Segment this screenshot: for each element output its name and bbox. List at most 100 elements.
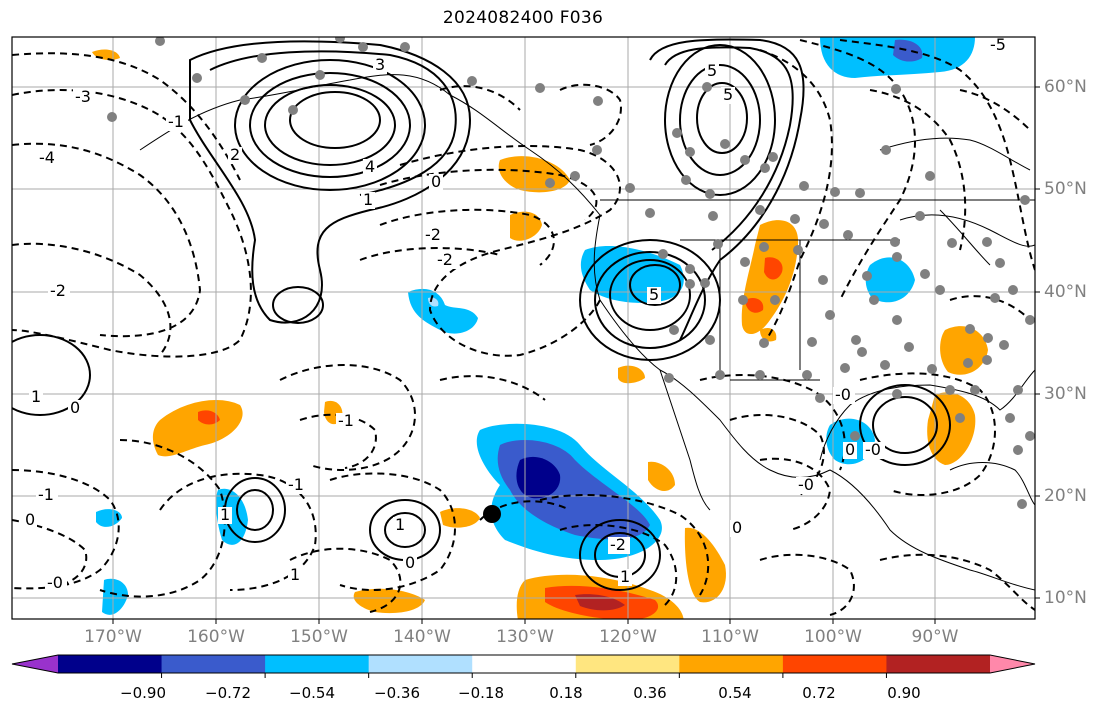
- contour-label-bg: [833, 387, 855, 404]
- contour-label-bg: [37, 150, 59, 167]
- colorbar-tick-label: 0.18: [549, 684, 583, 702]
- contour-label-bg: [796, 477, 818, 494]
- contour-label-bg: [435, 252, 457, 269]
- contour-label-bg: [68, 400, 82, 417]
- colorbar-segment: [161, 655, 266, 673]
- lon-label-140w: 140°W: [393, 627, 451, 647]
- contour-label: 4: [365, 157, 375, 176]
- contour-label: 0: [431, 172, 441, 191]
- colorbar-segment: [265, 655, 370, 673]
- contour-label: 2: [230, 145, 240, 164]
- colorbar-outline: [11, 654, 1036, 674]
- contour-label: 1: [620, 567, 630, 586]
- lat-label-10n: 10°N: [1044, 588, 1087, 608]
- contour-label: 1: [31, 387, 41, 406]
- colorbar-segment: [575, 655, 680, 673]
- contour-label-bg: [336, 413, 358, 430]
- lon-label-130w: 130°W: [496, 627, 554, 647]
- contour-label-bg: [73, 89, 95, 106]
- lon-label-100w: 100°W: [804, 627, 862, 647]
- contour-label-bg: [29, 389, 43, 406]
- lon-label-150w: 150°W: [290, 627, 348, 647]
- contour-label: -2: [425, 225, 441, 244]
- contour-label-bg: [393, 517, 407, 534]
- colorbar-tick-label: −0.36: [374, 684, 420, 702]
- colorbar-segment: [886, 655, 991, 673]
- lon-label-110w: 110°W: [701, 627, 759, 647]
- contour-label: -0: [47, 573, 63, 592]
- lon-label-90w: 90°W: [911, 627, 959, 647]
- contour-label: -2: [50, 281, 66, 300]
- colorbar-segment: [679, 655, 784, 673]
- contour-label-bg: [988, 37, 1010, 54]
- contour-label: 5: [723, 85, 733, 104]
- contour-label-bg: [218, 507, 232, 524]
- contour-label-bg: [363, 159, 377, 176]
- colorbar-segment: [472, 655, 577, 673]
- contour-label: 1: [290, 565, 300, 584]
- contour-label: -1: [338, 411, 354, 430]
- contour-label: 1: [363, 190, 373, 209]
- contour-label-bg: [647, 287, 661, 304]
- contour-label-bg: [373, 57, 387, 74]
- solid-contours: [12, 38, 951, 591]
- contour-label-bg: [721, 87, 735, 104]
- contour-label: -2: [437, 250, 453, 269]
- contour-label-bg: [423, 227, 445, 244]
- contour-label: 5: [707, 61, 717, 80]
- contour-label: -0: [865, 440, 881, 459]
- contour-label-bg: [403, 555, 417, 572]
- contour-label-bg: [843, 442, 857, 459]
- colorbar-segment: [782, 655, 887, 673]
- contour-label-bg: [23, 512, 37, 529]
- contour-label-bg: [429, 174, 443, 191]
- colorbar-tick-label: −0.90: [120, 684, 166, 702]
- storm-marker: [483, 505, 501, 523]
- lon-label-170w: 170°W: [84, 627, 142, 647]
- contour-label: 0: [732, 518, 742, 537]
- contour-label: -3: [75, 87, 91, 106]
- contour-label-bg: [288, 567, 302, 584]
- contour-label: -1: [38, 485, 54, 504]
- lat-label-20n: 20°N: [1044, 486, 1087, 506]
- contour-label: -0: [798, 475, 814, 494]
- map-frame: [11, 36, 1036, 620]
- colorbar-tick-label: 0.90: [887, 684, 921, 702]
- colorbar-tick-label: 0.72: [802, 684, 836, 702]
- lat-label-60n: 60°N: [1044, 77, 1087, 97]
- contour-label-bg: [608, 537, 630, 554]
- lat-label-40n: 40°N: [1044, 282, 1087, 302]
- colorbar-extend-min: [12, 655, 58, 673]
- contour-label: 3: [375, 55, 385, 74]
- contour-label-bg: [286, 477, 308, 494]
- contour-label-bg: [45, 575, 67, 592]
- colorbar-tick-label: 0.36: [633, 684, 667, 702]
- colorbar-segment: [368, 655, 473, 673]
- colorbar-tick-label: −0.54: [289, 684, 335, 702]
- contour-label: -1: [288, 475, 304, 494]
- contour-label-bg: [228, 147, 242, 164]
- contour-label: -0: [835, 385, 851, 404]
- contour-label: 0: [25, 510, 35, 529]
- contour-label-bg: [166, 114, 188, 131]
- colorbar-tick-label: 0.54: [718, 684, 752, 702]
- lat-label-30n: 30°N: [1044, 384, 1087, 404]
- contour-label: 1: [395, 515, 405, 534]
- colorbar-segment: [58, 655, 163, 673]
- contour-label: -4: [39, 148, 55, 167]
- contour-label: 0: [70, 398, 80, 417]
- contour-label: -1: [168, 112, 184, 131]
- map-title: 2024082400 F036: [442, 8, 604, 28]
- colorbar-tick-label: −0.72: [205, 684, 251, 702]
- contour-label-bg: [361, 192, 375, 209]
- lon-label-160w: 160°W: [187, 627, 245, 647]
- contour-label-bg: [36, 487, 58, 504]
- contour-label: -2: [610, 535, 626, 554]
- contour-label: 1: [220, 505, 230, 524]
- contour-label: 0: [845, 440, 855, 459]
- contour-label: 0: [405, 553, 415, 572]
- contour-label: -5: [990, 35, 1006, 54]
- colorbar-tick-label: −0.18: [458, 684, 504, 702]
